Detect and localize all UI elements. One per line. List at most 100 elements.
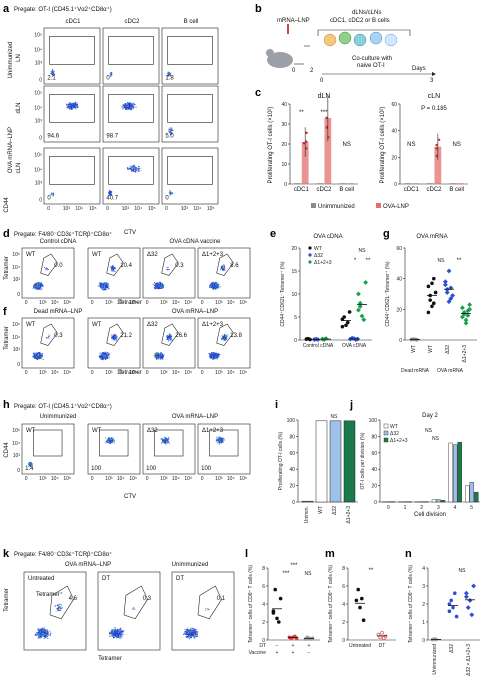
flow-event [216,287,218,289]
panel-g-title: OVA mRNA [416,234,447,240]
flow-event [216,287,217,289]
flow-event [163,439,165,441]
flow-event [156,283,158,284]
legend-marker [308,253,312,257]
flow-event [159,357,161,359]
flow-event [133,169,134,171]
flow-event [103,353,105,354]
flow-event [135,167,137,169]
flow-event [102,355,104,357]
x-tick-label: 10³ [215,476,223,482]
flow-event [218,436,220,438]
flow-event [103,289,105,291]
data-point [344,323,348,328]
x-tick-label: 10⁴ [51,300,59,306]
flow-frame [21,317,75,369]
flow-event [111,267,112,269]
panel-f-xaxis: Tetramer [118,370,142,376]
flow-event [169,193,171,195]
flow-event [75,104,77,105]
flow-event [123,107,125,109]
flow-event [109,194,111,196]
flow-event [219,442,221,444]
panel-b-coculture2: naive OT-I [357,63,385,69]
y-tick-label: 100 [287,418,296,424]
flow-event [165,437,167,439]
flow-event [211,286,213,287]
flow-event [217,357,219,359]
y-tick-label: 40 [396,277,402,283]
flow-event [131,104,133,106]
flow-event [111,192,112,194]
flow-gate-value: 1.4 [25,466,34,472]
flow-event [216,436,217,438]
flow-event [134,171,136,172]
flow-plot-label: Δ32 [147,428,158,434]
data-point [446,268,452,274]
flow-event [74,101,76,103]
flow-event [36,355,38,357]
flow-event [114,338,115,340]
x-tick-label: 10⁵ [184,370,192,376]
flow-event [217,356,219,358]
flow-event [171,193,173,195]
flow-event [33,285,35,287]
flow-event [101,357,103,359]
flow-event [171,339,173,341]
panel-label-c: c [255,87,261,99]
flow-event [160,438,162,440]
flow-event [103,358,105,359]
flow-event [211,284,213,286]
flow-event [215,357,217,359]
panel-a-col-bcell: B cell [184,19,199,25]
data-point [305,140,308,143]
flow-event [212,284,214,286]
flow-event [71,108,73,110]
panel-a-yaxis: CD44 [4,197,10,213]
x-tick-label: Δ32 [332,506,338,515]
flow-event [112,266,113,268]
flow-events [32,334,51,360]
flow-event [221,441,223,443]
flow-event [30,461,32,463]
flow-gate [167,36,213,65]
significance-label: NS [359,248,367,254]
flow-event [214,358,216,359]
flow-event [111,440,113,442]
flow-event [35,358,37,359]
flow-event [126,108,127,110]
flow-event [158,282,160,284]
flow-event [67,107,69,109]
y-tick-label: 60 [396,246,402,252]
flow-event [112,268,114,270]
grid-d-plot-3: 8.6Δ1+2+30 10³ 10⁴ 10⁵ [197,247,251,306]
flow-event [108,437,110,439]
flow-event [103,352,104,354]
flow-gate-value: 0.0 [54,263,63,269]
y-axis-label: Proliferating OT-I cells (×10²) [268,107,274,184]
flow-gate-value: 0.3 [54,333,63,339]
flow-event [171,193,172,194]
flow-event [40,357,42,358]
flow-event [129,169,131,170]
flow-event [210,353,211,355]
flow-event [134,166,136,168]
cell-icon-2 [338,31,352,45]
flow-event [124,104,126,106]
flow-event [219,354,221,355]
flow-event [50,193,52,195]
flow-event [212,359,214,360]
flow-event [127,167,128,169]
flow-frame [197,317,251,369]
flow-event [38,287,40,288]
data-point [426,284,431,289]
flow-event [162,438,163,440]
flow-event [125,104,126,106]
flow-event [130,102,132,104]
flow-event [167,438,168,440]
flow-event [133,106,135,108]
flow-event [100,358,102,360]
data-point [450,293,456,298]
